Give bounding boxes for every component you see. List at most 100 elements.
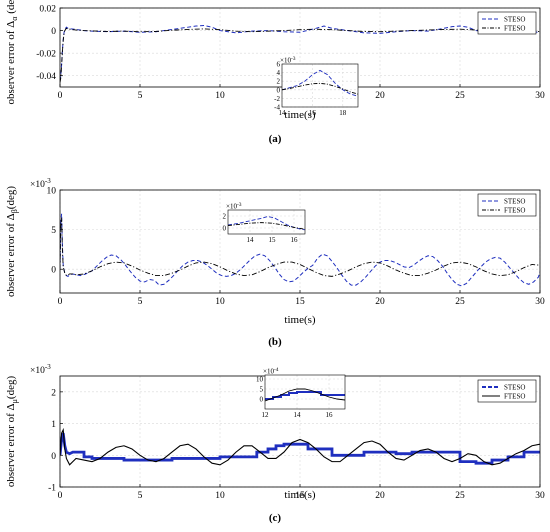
series-line-fteso bbox=[60, 217, 540, 277]
inset-y-tick-label: 0 bbox=[223, 225, 227, 233]
inset-x-tick-label: 16 bbox=[291, 236, 299, 244]
inset-x-tick-label: 12 bbox=[262, 411, 270, 419]
inset-exponent-label: ×10-4 bbox=[263, 367, 279, 376]
inset-series-group bbox=[228, 216, 305, 231]
x-tick-label: 20 bbox=[375, 297, 385, 307]
inset-y-tick-label: 10 bbox=[256, 376, 264, 384]
y-axis-title-unit: (deg) bbox=[5, 186, 17, 210]
y-axis-title-unit: (deg) bbox=[5, 376, 17, 400]
legend-label-steso: STESO bbox=[504, 16, 525, 24]
inset-series-fteso bbox=[265, 388, 345, 402]
panel-label: (c) bbox=[269, 512, 282, 524]
x-tick-label: 0 bbox=[58, 91, 63, 101]
inset-x-tick-label: 14 bbox=[294, 411, 302, 419]
x-tick-label: 10 bbox=[215, 91, 225, 101]
inset-exponent-base: ×10 bbox=[280, 57, 291, 65]
series-line-fteso bbox=[60, 427, 540, 466]
y-axis-title-main: observer error of Δ bbox=[5, 21, 17, 105]
inset-x-tick-label: 15 bbox=[269, 236, 277, 244]
exponent-base: ×10 bbox=[30, 366, 45, 376]
inset-series-fteso bbox=[282, 82, 358, 95]
y-exponent-label: ×10-3 bbox=[30, 177, 51, 190]
x-tick-label: 15 bbox=[295, 491, 305, 501]
y-tick-label: -0.02 bbox=[36, 50, 56, 60]
inset-series-fteso bbox=[228, 222, 305, 230]
inset-exponent-base: ×10 bbox=[226, 203, 237, 211]
inset-y-tick-label: 4 bbox=[277, 69, 281, 77]
inset-y-tick-label: 6 bbox=[277, 61, 281, 69]
y-tick-label: 1 bbox=[51, 420, 56, 430]
legend-label-steso: STESO bbox=[504, 384, 525, 392]
exponent-power: -3 bbox=[45, 363, 51, 371]
y-axis-title-sub: α bbox=[10, 16, 19, 21]
legend-label-steso: STESO bbox=[504, 198, 525, 206]
inset-series-steso bbox=[265, 391, 345, 400]
y-tick-label: 0.02 bbox=[39, 5, 56, 15]
x-tick-label: 25 bbox=[455, 491, 465, 501]
inset-y-tick-label: -4 bbox=[274, 104, 280, 112]
inset-exponent-label: ×10-3 bbox=[226, 202, 242, 211]
inset-x-tick-label: 14 bbox=[247, 236, 255, 244]
y-axis-title-sub: μ bbox=[10, 399, 19, 403]
inset-plot: 14 15 16 2 0 ×10-3 bbox=[223, 202, 306, 244]
series-line-fteso bbox=[60, 27, 540, 83]
x-axis-title: time(s) bbox=[284, 109, 315, 121]
y-axis-title: observer error of Δμ(deg) bbox=[5, 376, 19, 488]
series-group bbox=[60, 427, 540, 466]
inset-series-steso bbox=[282, 69, 358, 97]
inset-x-tick-label: 16 bbox=[326, 411, 334, 419]
x-tick-label: 0 bbox=[58, 297, 63, 307]
inset-exponent-power: -3 bbox=[291, 56, 296, 62]
exponent-base: ×10 bbox=[30, 180, 45, 190]
inset-series-steso bbox=[228, 216, 305, 231]
inset-exponent-power: -4 bbox=[274, 367, 279, 373]
inset-frame bbox=[264, 374, 346, 410]
panel-label: (a) bbox=[269, 133, 282, 145]
y-tick-label: 0 bbox=[51, 27, 56, 37]
y-tick-label: -1 bbox=[48, 484, 56, 494]
y-tick-label: 5 bbox=[51, 226, 56, 236]
legend-label-fteso: FTESO bbox=[504, 207, 525, 215]
legend-label-fteso: FTESO bbox=[504, 25, 525, 33]
series-line-steso bbox=[60, 213, 540, 287]
y-tick-label: 0 bbox=[51, 266, 56, 276]
x-tick-label: 30 bbox=[535, 91, 545, 101]
y-exponent-label: ×10-3 bbox=[30, 363, 51, 376]
inset-x-tick-label: 14 bbox=[279, 109, 287, 117]
inset-x-tick-label: 16 bbox=[309, 109, 317, 117]
x-tick-label: 25 bbox=[455, 297, 465, 307]
inset-frame bbox=[281, 63, 359, 108]
x-tick-label: 5 bbox=[138, 91, 143, 101]
x-tick-label: 0 bbox=[58, 491, 63, 501]
inset-frame bbox=[227, 209, 306, 235]
x-tick-label: 15 bbox=[295, 297, 305, 307]
exponent-power: -3 bbox=[45, 177, 51, 185]
inset-exponent-label: ×10-3 bbox=[280, 56, 296, 65]
y-axis-title-sub: β bbox=[10, 209, 19, 213]
inset-background bbox=[282, 64, 358, 107]
y-tick-label: 0 bbox=[51, 452, 56, 462]
inset-exponent-base: ×10 bbox=[263, 368, 274, 376]
x-tick-label: 30 bbox=[535, 491, 545, 501]
inset-y-tick-label: 0 bbox=[260, 396, 264, 404]
x-tick-label: 5 bbox=[138, 491, 143, 501]
inset-y-tick-label: 5 bbox=[260, 386, 264, 394]
y-axis-title: observer error of Δβ(deg) bbox=[5, 186, 19, 297]
x-tick-label: 20 bbox=[375, 91, 385, 101]
series-group bbox=[60, 213, 540, 287]
axes-frame bbox=[59, 189, 541, 294]
inset-y-tick-label: -2 bbox=[274, 95, 280, 103]
inset-y-tick-label: 0 bbox=[277, 86, 281, 94]
y-tick-label: 2 bbox=[51, 388, 56, 398]
x-tick-label: 25 bbox=[455, 91, 465, 101]
x-tick-label: 10 bbox=[215, 491, 225, 501]
x-tick-label: 20 bbox=[375, 491, 385, 501]
legend-label-fteso: FTESO bbox=[504, 393, 525, 401]
x-tick-label: 10 bbox=[215, 297, 225, 307]
